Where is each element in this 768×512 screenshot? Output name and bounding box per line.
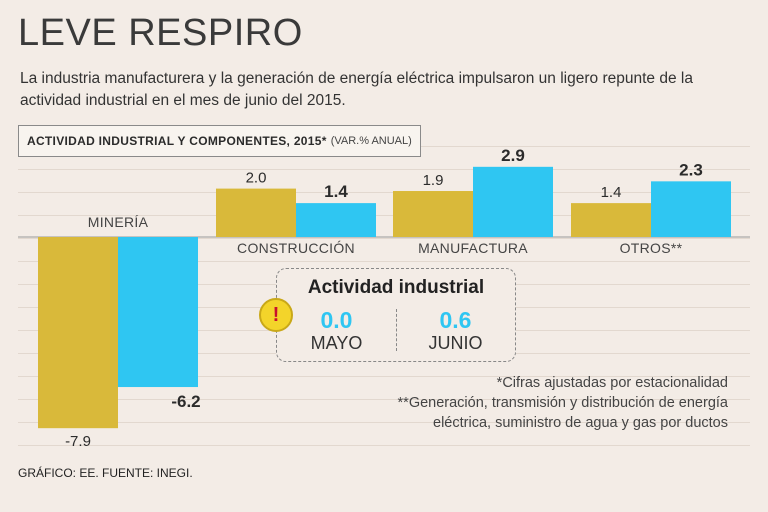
category-label-manufactura: MANUFACTURA: [418, 240, 528, 256]
footnote-2: **Generación, transmisión y distribución…: [397, 395, 728, 411]
value-label-minería-junio: -6.2: [171, 392, 200, 411]
bar-otros**-mayo: [571, 203, 651, 237]
category-label-construcción: CONSTRUCCIÓN: [237, 240, 355, 256]
footnotes: *Cifras ajustadas por estacionalidad **G…: [398, 373, 728, 433]
value-label-construcción-junio: 1.4: [324, 182, 348, 201]
subtitle: La industria manufacturera y la generaci…: [20, 70, 693, 109]
value-label-construcción-mayo: 2.0: [246, 170, 267, 187]
category-label-otros: OTROS**: [620, 240, 683, 256]
page-title: LEVE RESPIRO: [18, 12, 303, 54]
value-label-manufactura-junio: 2.9: [501, 146, 525, 165]
source-credit: GRÁFICO: EE. FUENTE: INEGI.: [18, 466, 193, 480]
bar-minería-mayo: [38, 237, 118, 429]
alert-icon: !: [259, 298, 293, 332]
bar-minería-junio: [118, 237, 198, 388]
bar-construcción-junio: [296, 203, 376, 237]
callout-divider: [396, 309, 397, 351]
bar-construcción-mayo: [216, 188, 296, 237]
footnote-1: *Cifras ajustadas por estacionalidad: [496, 375, 728, 391]
value-label-manufactura-mayo: 1.9: [423, 172, 444, 189]
june-label: JUNIO: [428, 333, 483, 353]
chart-label: ACTIVIDAD INDUSTRIAL Y COMPONENTES, 2015…: [18, 125, 421, 157]
category-label-minería: MINERÍA: [88, 214, 149, 230]
value-label-otros**-junio: 2.3: [679, 160, 703, 179]
may-label: MAYO: [310, 333, 363, 353]
footnote-3: eléctrica, suministro de agua y gas por …: [433, 415, 728, 431]
june-value: 0.6: [439, 307, 472, 333]
bar-otros**-junio: [651, 181, 731, 237]
value-label-minería-mayo: -7.9: [65, 433, 91, 450]
chart-title: ACTIVIDAD INDUSTRIAL Y COMPONENTES, 2015…: [27, 134, 327, 148]
callout-title: Actividad industrial: [307, 277, 485, 298]
industrial-activity-callout: Actividad industrial 0.0 MAYO 0.6 JUNIO: [276, 268, 516, 362]
bar-manufactura-junio: [473, 166, 553, 237]
may-value: 0.0: [320, 307, 353, 333]
chart-unit: (VAR.% ANUAL): [330, 135, 412, 147]
value-label-otros**-mayo: 1.4: [601, 184, 622, 201]
bar-manufactura-mayo: [393, 191, 473, 237]
